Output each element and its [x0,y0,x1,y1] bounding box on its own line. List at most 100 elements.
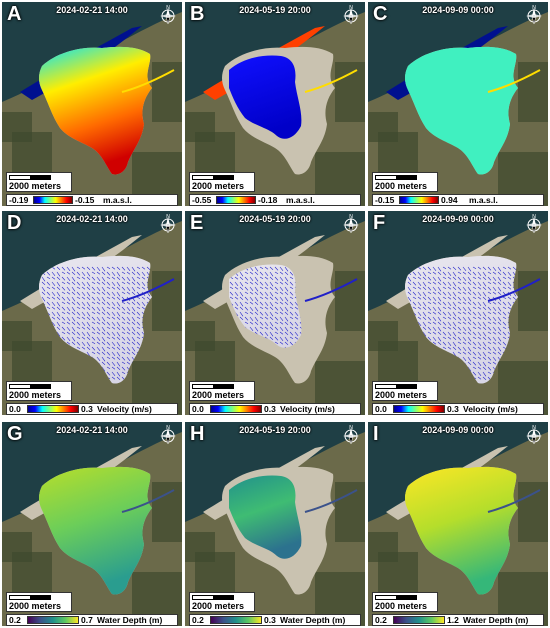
velocity-arrow [279,341,284,345]
north-arrow-icon: N [343,214,359,234]
velocity-arrow [487,336,492,341]
inundated-area [229,475,302,559]
velocity-arrow [279,306,284,311]
velocity-arrow [111,311,116,316]
velocity-arrow [442,296,447,300]
velocity-arrow [507,296,512,300]
velocity-arrow [437,281,442,286]
velocity-arrow [482,346,487,351]
velocity-arrow [126,336,131,341]
velocity-arrow [497,306,502,312]
panel-timestamp: 2024-02-21 14:00 [56,425,128,435]
velocity-arrow [126,326,131,331]
colorbar [393,405,445,413]
velocity-arrow [131,326,136,332]
velocity-arrow [121,356,126,361]
velocity-arrow [66,291,71,295]
velocity-arrow [46,281,51,286]
velocity-arrow [249,266,254,271]
velocity-arrow [96,321,101,325]
velocity-arrow [249,306,254,311]
north-label: N [532,5,536,11]
velocity-arrow [417,266,422,270]
forest-patch [368,112,398,142]
velocity-arrow [91,301,96,305]
panel-timestamp: 2024-02-21 14:00 [56,5,128,15]
velocity-arrow [81,326,86,330]
velocity-arrow [106,301,111,306]
velocity-arrow [472,306,477,310]
map-panel-b: B 2024-05-19 20:00 N 2000 meters -0.55 -0.18 m… [185,2,365,206]
velocity-arrow [427,266,432,271]
velocity-arrow [66,301,71,305]
velocity-arrow [442,346,447,350]
velocity-arrow [131,296,136,302]
velocity-arrow [61,301,66,305]
river-channel [304,278,358,302]
velocity-arrow [497,281,502,286]
velocity-arrow [422,291,427,297]
velocity-arrow [106,291,111,296]
velocity-arrow [447,326,452,330]
velocity-arrow [269,266,274,271]
velocity-arrow [121,326,126,331]
map-panel-a: A 2024-02-21 14:00 N 2000 meters -0.19 -0.15 m… [2,2,182,206]
velocity-arrow [126,306,131,311]
velocity-arrow [121,371,126,375]
map-panel-g: G 2024-02-21 14:00 N 2000 meters 0.2 0.7 Water… [2,422,182,626]
velocity-arrow [269,296,274,301]
satellite-map [2,211,182,415]
velocity-arrow [417,311,422,316]
velocity-arrow [101,326,106,332]
velocity-arrow [244,271,249,275]
velocity-arrow [76,291,81,296]
velocity-arrow [492,266,497,271]
velocity-arrow [462,281,467,285]
inundated-area [39,46,152,175]
velocity-arrow [264,296,269,300]
velocity-arrow [477,336,482,340]
velocity-arrow [274,286,279,291]
velocity-arrow [131,306,136,312]
velocity-arrow [492,301,497,305]
velocity-arrow [229,296,234,300]
velocity-arrow [487,371,492,375]
velocity-arrow [61,281,66,285]
velocity-arrow [487,351,492,355]
velocity-arrow [497,336,502,342]
velocity-arrow [472,291,477,296]
velocity-arrow [51,291,56,296]
velocity-arrow [462,296,467,301]
velocity-arrow [457,301,462,305]
velocity-arrow [432,341,437,345]
velocity-arrow [417,316,422,320]
velocity-arrow [131,351,136,356]
velocity-arrow [249,326,254,331]
north-label: N [349,214,353,220]
velocity-arrow [279,336,284,341]
forest-patch [368,321,398,351]
panel-letter: F [373,212,386,234]
velocity-arrow [239,276,244,281]
velocity-arrow [462,341,467,345]
velocity-arrow [492,271,497,275]
velocity-arrow [101,346,106,352]
velocity-arrow [56,326,61,331]
velocity-arrow [121,296,126,301]
velocity-arrow [482,356,487,361]
velocity-arrow [86,291,91,297]
panel-letter: E [190,212,204,234]
colorbar-max-label: 0.3 [81,404,93,414]
map-panel-f: F 2024-09-09 00:00 N 2000 meters 0.0 0.3 Veloc… [368,211,548,415]
velocity-arrow [106,336,111,340]
velocity-arrow [111,296,116,300]
scale-bar-graphic [375,595,417,600]
scale-bar-graphic [375,175,417,180]
velocity-arrow [437,296,442,302]
velocity-arrow [146,291,151,297]
velocity-arrow [71,276,76,282]
velocity-arrow [427,271,432,275]
velocity-arrow [457,311,462,315]
velocity-arrow [452,271,457,277]
velocity-arrow [294,301,299,306]
